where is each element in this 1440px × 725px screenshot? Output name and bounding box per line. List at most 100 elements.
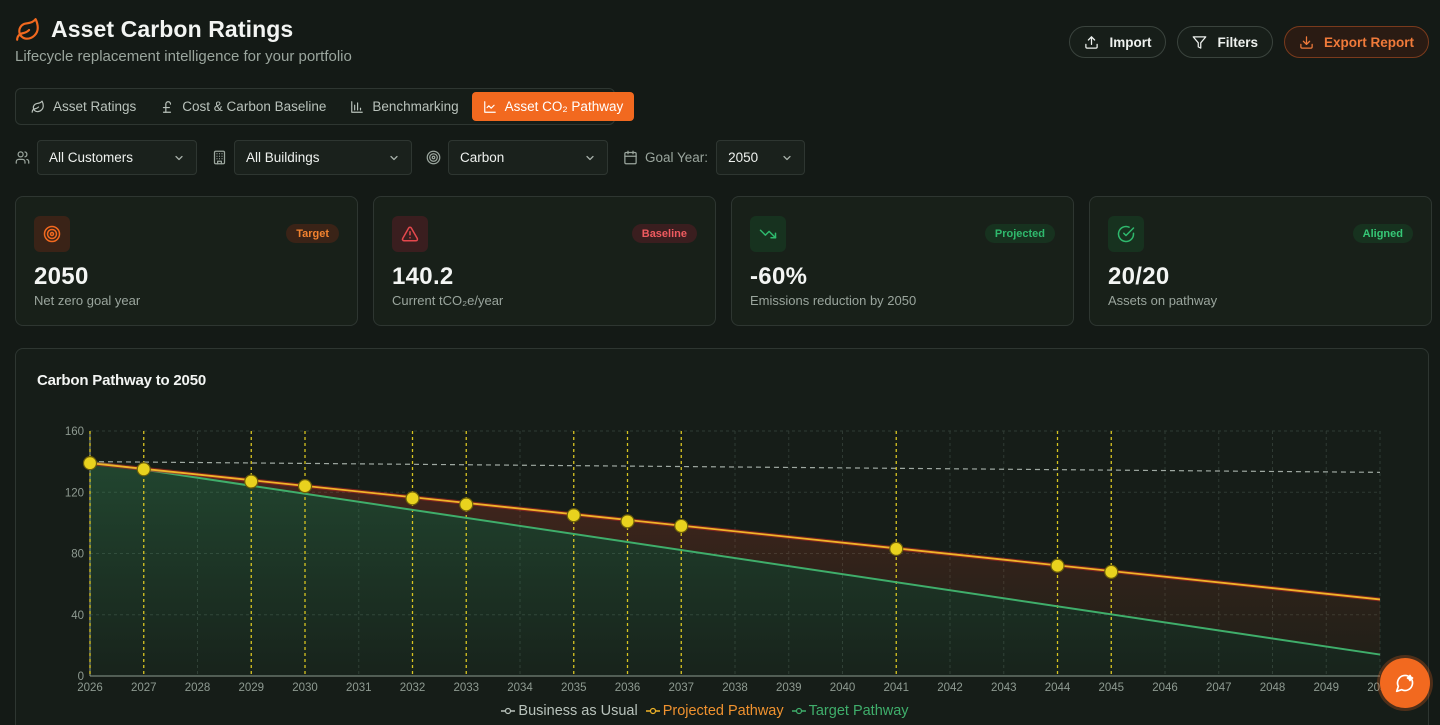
legend-business-as-usual[interactable]: Business as Usual [501,703,638,719]
kpi-card-assets-aligned: Aligned 20/20 Assets on pathway [1089,196,1432,326]
import-label: Import [1109,34,1152,50]
building-select-value: All Buildings [246,150,320,165]
page-subtitle: Lifecycle replacement intelligence for y… [15,48,352,65]
page-header: Asset Carbon Ratings Lifecycle replaceme… [15,16,352,65]
tab-label: Asset CO₂ Pathway [504,99,624,114]
page-title: Asset Carbon Ratings [51,16,294,42]
y-tick-label: 160 [65,426,84,438]
metric-select[interactable]: Carbon [448,140,608,175]
status-badge: Projected [984,224,1055,243]
kpi-label: Emissions reduction by 2050 [750,293,917,308]
x-tick-label: 2027 [131,682,157,694]
download-icon [1300,35,1313,49]
check-circle-icon [1108,216,1144,252]
tab-asset-ratings[interactable]: Asset Ratings [20,92,147,121]
kpi-label: Net zero goal year [34,293,141,308]
tab-label: Cost & Carbon Baseline [182,99,327,114]
leaf-logo-icon [15,17,41,43]
x-tick-label: 2046 [1152,682,1178,694]
kpi-card-baseline: Baseline 140.2 Current tCO₂e/year [373,196,716,326]
replacement-marker-point [244,474,259,489]
kpi-label: Current tCO₂e/year [392,293,504,308]
metric-select-value: Carbon [460,150,505,165]
building-icon [213,150,226,165]
x-tick-label: 2035 [561,682,587,694]
x-tick-label: 2036 [615,682,641,694]
replacement-marker-point [297,479,313,494]
filters-button[interactable]: Filters [1177,26,1273,58]
chevron-down-icon [175,155,183,160]
chart-legend: Business as Usual Projected Pathway Targ… [0,703,1410,719]
target-icon [426,150,441,165]
status-badge: Target [286,224,339,243]
export-report-button[interactable]: Export Report [1283,26,1429,58]
legend-label: Target Pathway [808,703,909,719]
filters-label: Filters [1217,34,1258,50]
y-tick-label: 40 [71,610,84,622]
x-tick-label: 2037 [668,682,694,694]
x-tick-label: 2049 [1313,682,1339,694]
building-select[interactable]: All Buildings [234,140,412,175]
x-tick-label: 2039 [776,682,802,694]
kpi-card-reduction: Projected -60% Emissions reduction by 20… [731,196,1074,326]
x-tick-label: 2034 [507,682,533,694]
replacement-marker-point [459,497,474,512]
replacement-marker-point [136,462,151,477]
series-line-target-pathway [89,460,1381,656]
kpi-value: 2050 [34,263,89,290]
legend-target-pathway[interactable]: Target Pathway [791,703,909,719]
legend-line-icon [501,707,516,715]
assistant-fab-button[interactable] [1380,658,1430,708]
tab-label: Benchmarking [372,99,459,114]
legend-projected-pathway[interactable]: Projected Pathway [645,703,784,719]
leaf-icon [31,100,44,113]
chevron-down-icon [783,155,791,160]
x-tick-label: 2026 [77,682,103,694]
series-line-business-as-usual [89,461,1381,473]
filter-bar: All Customers All Buildings Carbon Goal … [15,140,806,175]
customer-select[interactable]: All Customers [37,140,197,175]
calendar-icon [624,150,637,165]
x-tick-label: 2042 [937,682,963,694]
goal-year-value: 2050 [728,150,759,165]
goal-year-select[interactable]: 2050 [716,140,806,175]
chart-title: Carbon Pathway to 2050 [37,372,206,389]
import-button[interactable]: Import [1069,26,1167,58]
x-tick-label: 2030 [292,682,318,694]
chevron-down-icon [390,155,398,160]
target-icon [34,216,70,252]
replacement-marker-point [405,491,420,506]
legend-line-icon [791,707,806,715]
x-tick-label: 2031 [346,682,372,694]
status-badge: Aligned [1352,224,1413,243]
y-tick-label: 80 [71,549,84,561]
kpi-value: -60% [750,263,808,290]
upload-icon [1085,35,1099,49]
line-chart-icon [483,100,496,113]
customer-select-value: All Customers [49,150,134,165]
users-icon [15,151,30,164]
legend-label: Business as Usual [518,703,638,719]
y-tick-label: 0 [78,671,84,683]
goal-year-label: Goal Year: [645,150,709,165]
x-tick-label: 2048 [1260,682,1286,694]
x-tick-label: 2044 [1045,682,1071,694]
replacement-marker-point [566,508,581,523]
x-tick-label: 2032 [400,682,426,694]
y-tick-label: 120 [65,487,84,499]
tab-benchmarking[interactable]: Benchmarking [339,92,469,121]
x-tick-label: 2041 [883,682,909,694]
warning-icon [392,216,428,252]
x-tick-label: 2029 [238,682,264,694]
tab-cost-carbon-baseline[interactable]: Cost & Carbon Baseline [149,92,337,121]
kpi-value: 20/20 [1108,263,1170,290]
chevron-down-icon [586,155,594,160]
pound-icon [163,100,172,113]
tab-asset-co2-pathway[interactable]: Asset CO₂ Pathway [471,92,635,121]
kpi-cards: Target 2050 Net zero goal year Baseline … [15,196,1432,326]
legend-label: Projected Pathway [662,703,784,719]
x-tick-label: 2033 [453,682,479,694]
replacement-marker-point [82,456,98,471]
bar-chart-icon [351,100,364,113]
